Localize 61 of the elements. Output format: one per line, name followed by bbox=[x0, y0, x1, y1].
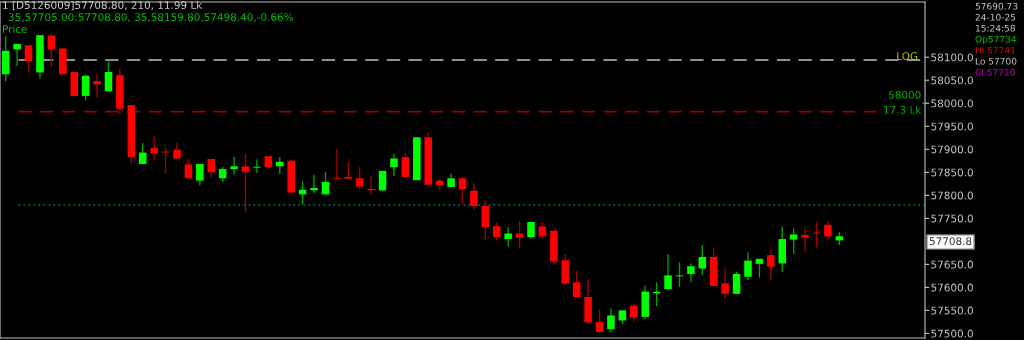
candlestick bbox=[310, 174, 318, 194]
text: 15:24:58 bbox=[975, 24, 1015, 32]
text: Lo 57700 bbox=[975, 57, 1017, 65]
candlestick bbox=[732, 271, 741, 295]
text: 57690.73 bbox=[975, 2, 1018, 10]
candlestick bbox=[104, 60, 113, 92]
candlestick bbox=[595, 308, 604, 334]
candlestick bbox=[744, 251, 752, 281]
candlestick bbox=[504, 226, 512, 248]
y-tick-label: 57750.0 bbox=[931, 214, 973, 223]
candlestick bbox=[789, 227, 798, 255]
text: Cl 57710 bbox=[975, 68, 1015, 76]
candlestick bbox=[196, 163, 204, 186]
candlestick bbox=[253, 158, 261, 174]
candlestick bbox=[515, 220, 524, 250]
candlestick bbox=[241, 153, 250, 214]
y-tick-label: 58050.0 bbox=[931, 76, 973, 85]
y-tick-label: 58100.0 bbox=[931, 53, 973, 62]
text: 57708.8 bbox=[929, 237, 972, 246]
y-tick-label: 57850.0 bbox=[931, 168, 973, 177]
y-tick-label: 57800.0 bbox=[931, 191, 973, 200]
candlestick bbox=[333, 148, 341, 180]
candlestick bbox=[161, 147, 170, 175]
candlestick bbox=[675, 261, 684, 288]
candlestick bbox=[801, 226, 809, 253]
text: Hi 57741 bbox=[975, 46, 1016, 54]
y-tick-label: 57650.0 bbox=[931, 260, 973, 269]
candlestick bbox=[1, 35, 10, 82]
candlestick bbox=[24, 44, 33, 74]
candlestick bbox=[721, 266, 729, 300]
annotation: LOG bbox=[897, 52, 918, 61]
candlestick bbox=[561, 253, 570, 285]
candlestick bbox=[824, 220, 832, 242]
candlestick bbox=[390, 153, 398, 177]
candlestick bbox=[481, 200, 490, 241]
candlestick bbox=[664, 253, 672, 290]
candlestick bbox=[572, 270, 581, 298]
ref-line-label: 58000 17.3 Lk bbox=[884, 90, 922, 114]
y-tick-label: 57550.0 bbox=[931, 306, 973, 315]
candlestick bbox=[401, 152, 410, 178]
candlestick bbox=[93, 73, 101, 98]
candlestick bbox=[355, 166, 364, 191]
y-tick-label: 57950.0 bbox=[931, 122, 973, 131]
candlestick bbox=[767, 249, 775, 281]
candlestick bbox=[230, 155, 238, 176]
candlestick bbox=[81, 74, 90, 102]
annotation: Price bbox=[3, 24, 27, 34]
candlestick bbox=[687, 262, 695, 284]
candlestick bbox=[812, 221, 821, 249]
annotation: 1 [D5126009]57708.80, 210, 11.99 Lk bbox=[3, 0, 203, 11]
text: 24-10-25 bbox=[975, 13, 1016, 21]
candlestick bbox=[458, 176, 467, 205]
y-tick-label: 57600.0 bbox=[931, 283, 973, 292]
candlestick bbox=[607, 307, 615, 334]
candlestick bbox=[470, 182, 478, 211]
y-tick-label: 57500.0 bbox=[931, 329, 973, 338]
candlestick bbox=[150, 135, 158, 161]
annotation: 35,57705.00:57708.80, 35,58159.80,57498.40,-0.66% bbox=[8, 13, 293, 23]
y-tick-label: 58000.0 bbox=[931, 99, 973, 108]
y-tick-label: 57900.0 bbox=[931, 145, 973, 154]
text: Op57734 bbox=[975, 35, 1017, 45]
